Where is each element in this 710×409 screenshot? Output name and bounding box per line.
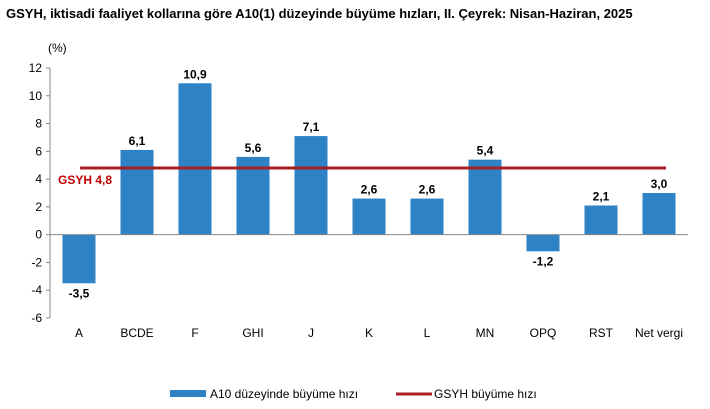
bar-value-label: -3,5: [69, 286, 90, 300]
x-tick-label: GHI: [242, 326, 263, 340]
y-tick-label: -2: [31, 255, 42, 269]
y-tick-label: 2: [35, 200, 42, 214]
bar: [62, 234, 96, 284]
bar: [468, 159, 502, 235]
bar: [584, 205, 618, 235]
bar: [294, 136, 328, 235]
bar-value-label: 2,6: [361, 183, 378, 197]
bar: [352, 198, 386, 235]
bar-value-label: 10,9: [183, 67, 207, 81]
reference-line-group: GSYH 4,8: [58, 166, 666, 187]
bar: [410, 198, 444, 235]
legend: A10 düzeyinde büyüme hızı GSYH büyüme hı…: [170, 387, 537, 401]
legend-label-bars: A10 düzeyinde büyüme hızı: [210, 387, 358, 401]
reference-line-label: GSYH 4,8: [58, 173, 112, 187]
x-tick-label: BCDE: [120, 326, 153, 340]
bar: [178, 83, 212, 235]
bars-group: -3,5 6,1 10,9 5,6 7,1 2,6 2,6 5,4 -1,2 2,1 3,0: [62, 67, 676, 300]
y-tick-label: 8: [35, 117, 42, 131]
x-axis: A BCDE F GHI J K L MN OPQ RST Net vergi: [50, 234, 688, 340]
bar-value-label: -1,2: [533, 254, 554, 268]
x-tick-label: J: [308, 326, 314, 340]
y-tick-label: 0: [35, 228, 42, 242]
bar-value-label: 3,0: [651, 177, 668, 191]
bar: [642, 193, 676, 235]
bar: [120, 149, 154, 235]
bar-value-label: 2,6: [419, 183, 436, 197]
y-tick-label: 12: [29, 61, 43, 75]
y-tick-label: -6: [31, 311, 42, 325]
legend-label-line: GSYH büyüme hızı: [434, 387, 537, 401]
bar-value-label: 2,1: [593, 190, 610, 204]
bar: [526, 234, 560, 252]
legend-swatch-bars: [170, 390, 206, 397]
y-tick-label: 6: [35, 144, 42, 158]
x-tick-label: OPQ: [530, 326, 557, 340]
bar-value-label: 6,1: [129, 134, 146, 148]
bar: [236, 156, 270, 235]
y-tick-label: -4: [31, 283, 42, 297]
x-tick-label: MN: [476, 326, 495, 340]
y-axis: -6 -4 -2 0 2 4 6 8 10 12: [29, 61, 51, 325]
x-tick-label: F: [191, 326, 198, 340]
y-tick-label: 10: [29, 89, 43, 103]
y-tick-label: 4: [35, 172, 42, 186]
y-axis-unit-label: (%): [48, 41, 67, 55]
bar-value-label: 5,4: [477, 144, 494, 158]
bar-value-label: 5,6: [245, 141, 262, 155]
x-tick-label: RST: [589, 326, 614, 340]
x-tick-label: A: [75, 326, 83, 340]
x-tick-label: L: [424, 326, 431, 340]
bar-value-label: 7,1: [303, 120, 320, 134]
x-tick-label: K: [365, 326, 373, 340]
x-tick-label: Net vergi: [635, 326, 683, 340]
chart-title: GSYH, iktisadi faaliyet kollarına göre A…: [6, 6, 633, 21]
